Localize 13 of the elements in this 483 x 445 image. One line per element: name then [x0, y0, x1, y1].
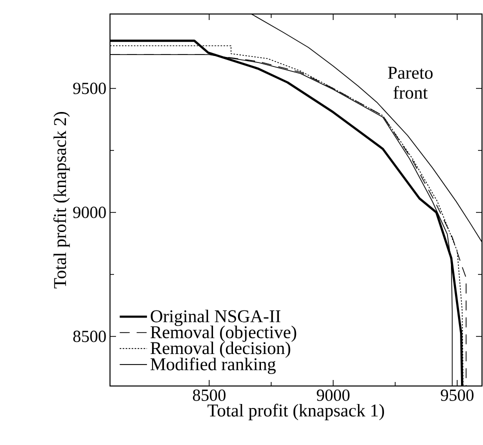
x-tick-label: 9500	[440, 390, 474, 401]
x-axis-title: Total profit (knapsack 1)	[208, 404, 384, 420]
y-tick-label: 9000	[73, 206, 106, 218]
y-tick-label: 8500	[73, 330, 106, 342]
legend-label: Original NSGA-II	[150, 310, 280, 326]
series-label: Pareto front	[388, 66, 433, 99]
x-tick-label: 8500	[192, 390, 226, 401]
legend-label: Removal (objective)	[150, 326, 296, 342]
y-tick-label: 9500	[73, 82, 106, 94]
legend-label: Modified ranking	[150, 358, 276, 374]
y-axis-title: Total profit (knapsack 2)	[53, 112, 70, 288]
x-tick-label: 9000	[316, 390, 350, 401]
legend-label: Removal (decision)	[150, 342, 290, 358]
